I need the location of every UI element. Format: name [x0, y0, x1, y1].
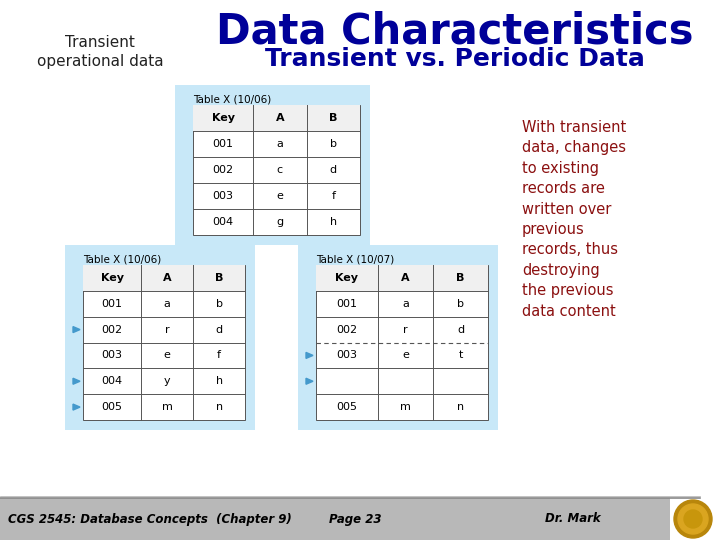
Text: b: b [457, 299, 464, 309]
Bar [0, 498, 720, 540]
Text: m: m [400, 402, 411, 412]
Text: d: d [215, 325, 222, 335]
Text: Transient vs. Periodic Data: Transient vs. Periodic Data [265, 47, 645, 71]
Text: e: e [276, 191, 283, 201]
Circle shape [674, 500, 712, 538]
Text: CGS 2545: Database Concepts  (Chapter 9): CGS 2545: Database Concepts (Chapter 9) [8, 512, 292, 525]
Text: d: d [330, 165, 337, 175]
Text: 003: 003 [212, 191, 233, 201]
Text: f: f [331, 191, 336, 201]
Text: Transient
operational data: Transient operational data [37, 35, 163, 69]
Text: A: A [276, 113, 284, 123]
Text: Key: Key [212, 113, 235, 123]
Text: 002: 002 [102, 325, 122, 335]
Text: Dr. Mark: Dr. Mark [545, 512, 600, 525]
Text: 001: 001 [102, 299, 122, 309]
Bar [298, 245, 498, 430]
Text: h: h [330, 217, 337, 227]
Polygon shape [73, 378, 80, 384]
Text: B: B [215, 273, 223, 283]
Text: t: t [459, 350, 463, 360]
Text: a: a [402, 299, 409, 309]
Text: A: A [163, 273, 171, 283]
Text: 005: 005 [336, 402, 357, 412]
Text: e: e [164, 350, 171, 360]
Text: m: m [162, 402, 173, 412]
Bar [316, 265, 488, 420]
Text: B: B [329, 113, 338, 123]
Polygon shape [73, 404, 80, 410]
Text: b: b [215, 299, 222, 309]
Text: Key: Key [336, 273, 359, 283]
Text: r: r [403, 325, 408, 335]
Text: 001: 001 [212, 139, 233, 149]
Text: 003: 003 [102, 350, 122, 360]
Text: With transient
data, changes
to existing
records are
written over
previous
recor: With transient data, changes to existing… [522, 120, 626, 319]
Text: 004: 004 [102, 376, 122, 386]
Text: b: b [330, 139, 337, 149]
Text: r: r [165, 325, 169, 335]
Bar [65, 245, 255, 430]
Bar [316, 265, 488, 291]
Text: 002: 002 [336, 325, 358, 335]
Text: 003: 003 [336, 350, 357, 360]
Text: Table X (10/06): Table X (10/06) [83, 254, 161, 264]
Text: h: h [215, 376, 222, 386]
Bar [193, 105, 360, 131]
Text: a: a [164, 299, 171, 309]
Text: Page 23: Page 23 [329, 512, 382, 525]
Text: Key: Key [101, 273, 124, 283]
Text: 004: 004 [212, 217, 233, 227]
Text: Table X (10/07): Table X (10/07) [316, 254, 395, 264]
Text: f: f [217, 350, 221, 360]
Text: y: y [164, 376, 171, 386]
Polygon shape [306, 378, 313, 384]
Text: Data Characteristics: Data Characteristics [216, 10, 694, 52]
Text: B: B [456, 273, 464, 283]
Bar [670, 490, 720, 540]
Text: d: d [457, 325, 464, 335]
Text: 002: 002 [212, 165, 233, 175]
Text: e: e [402, 350, 409, 360]
Text: n: n [457, 402, 464, 412]
Text: a: a [276, 139, 283, 149]
Bar [193, 105, 360, 235]
Text: A: A [401, 273, 410, 283]
Circle shape [678, 504, 708, 534]
Circle shape [684, 510, 702, 528]
Text: 001: 001 [336, 299, 357, 309]
Bar [175, 85, 370, 245]
Text: g: g [276, 217, 284, 227]
Text: 005: 005 [102, 402, 122, 412]
Text: n: n [215, 402, 222, 412]
Text: Table X (10/06): Table X (10/06) [193, 94, 271, 104]
Bar [83, 265, 245, 291]
Polygon shape [73, 327, 80, 333]
Polygon shape [306, 353, 313, 359]
Bar [83, 265, 245, 420]
Text: c: c [276, 165, 283, 175]
